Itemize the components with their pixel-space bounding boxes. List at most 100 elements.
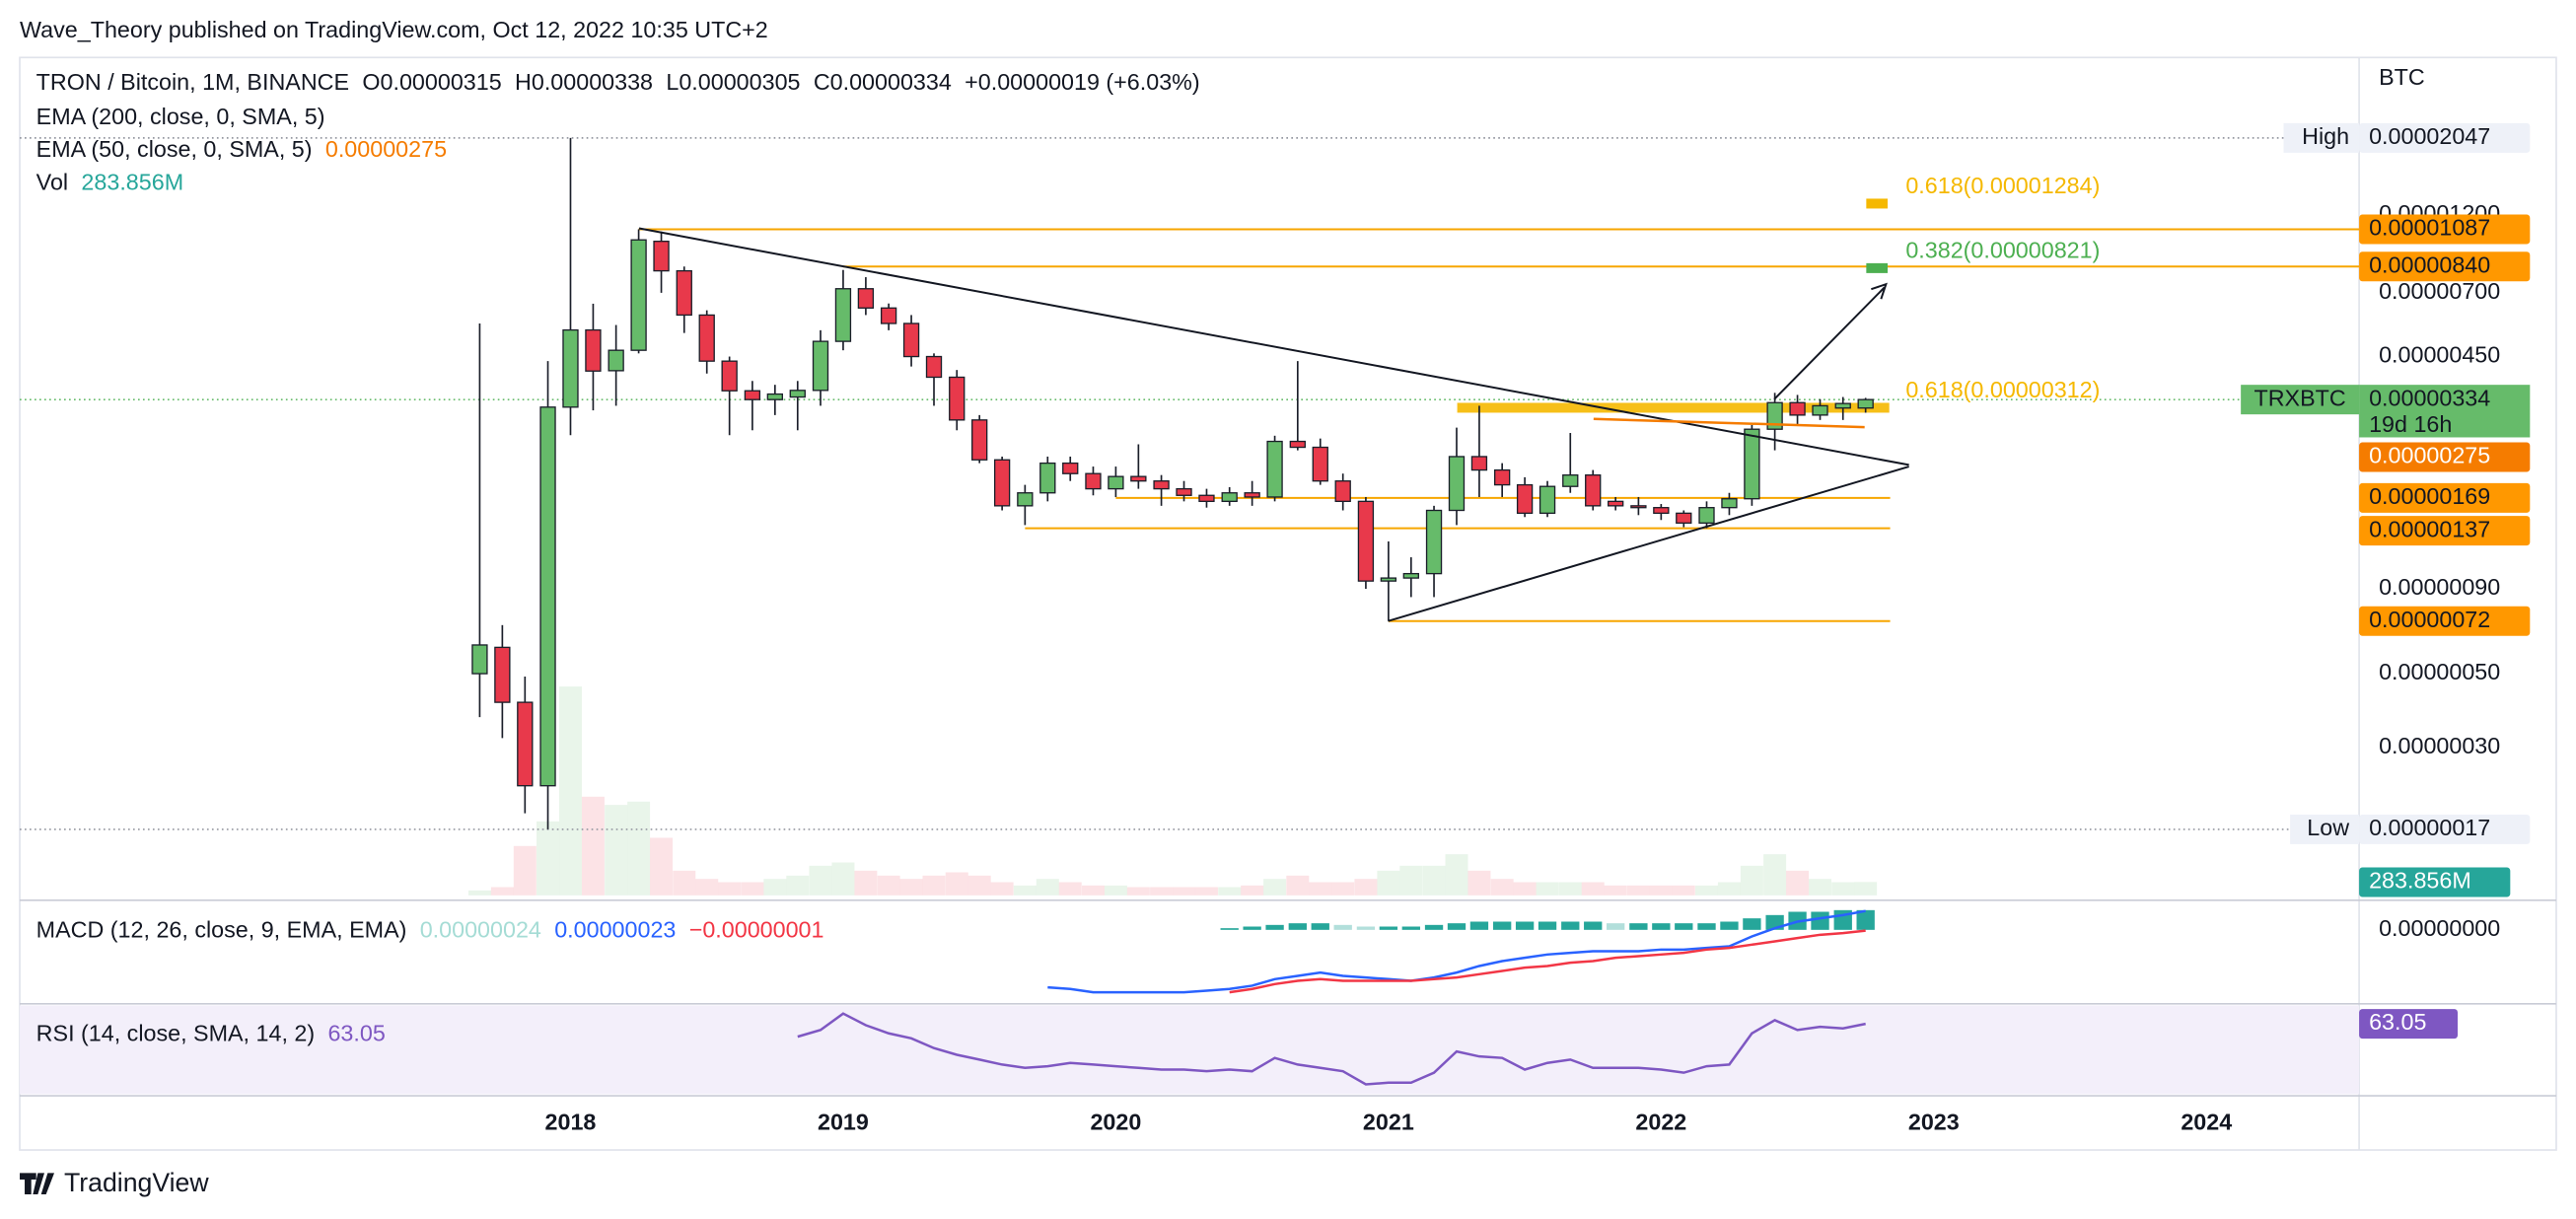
candle-body <box>1812 404 1828 416</box>
signal-value: −0.00000001 <box>689 917 824 943</box>
volume-bar <box>513 845 537 896</box>
macd-histogram <box>1607 923 1625 930</box>
low-label: Low <box>2307 815 2349 840</box>
volume-bar <box>1809 879 1832 896</box>
countdown: 19d 16h <box>2369 411 2452 437</box>
volume-bar <box>1194 887 1218 896</box>
candle-body <box>902 323 920 358</box>
volume-bar <box>1354 879 1378 896</box>
volume-bar <box>1081 885 1105 896</box>
candle-body <box>1653 507 1670 515</box>
plot: 0.618(0.00001284) 0.382(0.00000821) 0.618(… <box>20 137 2360 1086</box>
x-tick-label: 2022 <box>1635 1110 1686 1135</box>
volume-bar <box>1763 854 1787 896</box>
ema-value: 0.00000275 <box>325 136 447 162</box>
volume-bar <box>537 821 560 896</box>
arrow-head <box>1871 282 1888 300</box>
x-tick-label: 2018 <box>545 1110 597 1135</box>
candle-body <box>1744 428 1760 500</box>
rsi-name: RSI (14, close, SMA, 14, 2) <box>36 1021 315 1046</box>
y-tick-label: 0.00000700 <box>2379 278 2500 304</box>
candle-body <box>789 390 806 398</box>
volume-bar <box>558 686 582 896</box>
volume-bar <box>1786 870 1810 896</box>
level-label: 0.00000840 <box>2369 251 2490 277</box>
candle-body <box>1380 577 1397 582</box>
volume-bar <box>1490 879 1514 896</box>
candle-body <box>1676 512 1692 524</box>
brand: TradingView <box>64 1168 209 1197</box>
volume-bar <box>1058 882 1082 896</box>
macd-histogram <box>1243 926 1261 930</box>
macd-histogram <box>1652 923 1671 930</box>
macd-histogram <box>1515 921 1535 930</box>
level-label: 0.00001087 <box>2369 215 2490 241</box>
ohlc-legend: TRON / Bitcoin, 1M, BINANCE O0.00000315 H0… <box>36 69 1200 95</box>
volume-bar <box>1581 882 1605 896</box>
macd-histogram <box>1697 923 1716 930</box>
candle-body <box>1585 474 1602 507</box>
candle-body <box>857 288 875 309</box>
indicator-legend: EMA (200, close, 0, SMA, 5) <box>36 104 325 129</box>
volume-label: 283.856M <box>2369 868 2471 894</box>
candle-body <box>812 340 829 392</box>
volume-bar <box>1218 887 1242 896</box>
candle-body <box>949 376 966 421</box>
candle-body <box>1538 485 1556 515</box>
volume-bar <box>1309 882 1332 896</box>
signal-line <box>1229 929 1866 994</box>
volume-bar <box>741 882 764 896</box>
volume-bar <box>1036 879 1059 896</box>
volume-bar <box>1263 879 1287 896</box>
fib-zone <box>1866 198 1889 209</box>
volume-bar <box>877 875 900 896</box>
volume-bar <box>899 879 923 896</box>
candle-body <box>744 390 761 400</box>
volume-bar <box>1445 854 1468 896</box>
x-tick-label: 2024 <box>2181 1110 2232 1135</box>
high-tag <box>2283 122 2360 153</box>
macd-histogram <box>1720 921 1739 930</box>
macd-histogram <box>1856 909 1875 930</box>
volume-bar <box>1399 865 1423 896</box>
level-label: 0.00000169 <box>2369 483 2490 509</box>
candle-body <box>1448 456 1466 512</box>
close: C0.00000334 <box>814 69 952 95</box>
candle-body <box>1266 440 1283 498</box>
level-label-box <box>2359 606 2531 636</box>
candle-body <box>562 328 579 408</box>
last-price-box <box>2359 385 2531 438</box>
ema-label: 0.00000275 <box>2369 443 2490 468</box>
volume-bar <box>467 890 491 896</box>
macd-histogram <box>1492 921 1512 930</box>
macd-histogram <box>1743 918 1761 930</box>
volume-bar <box>1604 885 1627 896</box>
macd-histogram <box>1333 924 1352 930</box>
candle-body <box>698 314 715 362</box>
level-label-box <box>2359 516 2531 546</box>
candle-body <box>1357 500 1375 582</box>
macd-histogram <box>1288 923 1307 930</box>
rsi-label-box <box>2359 1009 2459 1040</box>
low-tag <box>2290 814 2360 844</box>
high-value-box <box>2359 122 2531 153</box>
rsi-value: 63.05 <box>327 1021 385 1046</box>
macd-histogram <box>1538 921 1557 930</box>
candle-body <box>585 328 602 372</box>
open: O0.00000315 <box>362 69 501 95</box>
volume-bar <box>1558 882 1582 896</box>
change: +0.00000019 (+6.03%) <box>965 69 1199 95</box>
volume-bar <box>1740 865 1763 896</box>
macd-histogram <box>1401 926 1420 930</box>
x-tick-label: 2021 <box>1363 1110 1414 1135</box>
candle-body <box>517 701 534 787</box>
volume-bar <box>627 801 651 896</box>
candle-body <box>608 349 624 372</box>
volume-bar <box>1649 885 1673 896</box>
macd-value: 0.00000023 <box>554 917 676 943</box>
x-tick-label: 2019 <box>818 1110 869 1135</box>
macd-name: MACD (12, 26, close, 9, EMA, EMA) <box>36 917 407 943</box>
y-tick-label: 0.00000050 <box>2379 659 2500 684</box>
candle-body <box>880 307 897 324</box>
volume-bar <box>1854 882 1878 896</box>
